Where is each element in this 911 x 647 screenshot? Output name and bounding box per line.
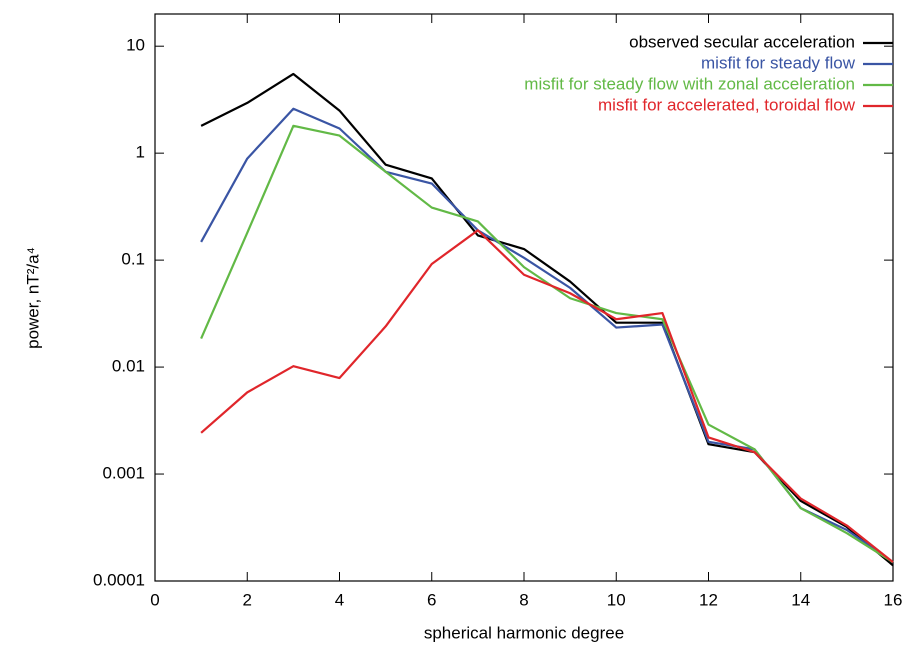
x-tick-label: 4: [335, 590, 344, 609]
legend-label: misfit for steady flow: [701, 53, 856, 72]
x-tick-label: 8: [519, 590, 528, 609]
x-tick-label: 2: [243, 590, 252, 609]
y-axis-label: power, nT²/a⁴: [23, 247, 42, 349]
x-axis-label: spherical harmonic degree: [424, 623, 624, 642]
y-tick-label: 0.0001: [93, 570, 145, 589]
x-tick-label: 12: [699, 590, 718, 609]
series-line: [200, 72, 894, 567]
x-tick-label: 6: [427, 590, 436, 609]
legend-label: observed secular acceleration: [629, 32, 855, 51]
y-tick-label: 0.1: [121, 250, 145, 269]
y-tick-label: 1: [136, 143, 145, 162]
x-tick-label: 16: [884, 590, 903, 609]
x-tick-label: 10: [607, 590, 626, 609]
legend-label: misfit for accelerated, toroidal flow: [598, 95, 856, 114]
series-line: [200, 124, 894, 564]
y-tick-label: 10: [126, 36, 145, 55]
x-tick-label: 0: [150, 590, 159, 609]
y-tick-label: 0.01: [112, 357, 145, 376]
legend-label: misfit for steady flow with zonal accele…: [524, 74, 855, 93]
series-line: [200, 229, 894, 564]
y-tick-label: 0.001: [102, 464, 145, 483]
x-tick-label: 14: [791, 590, 810, 609]
